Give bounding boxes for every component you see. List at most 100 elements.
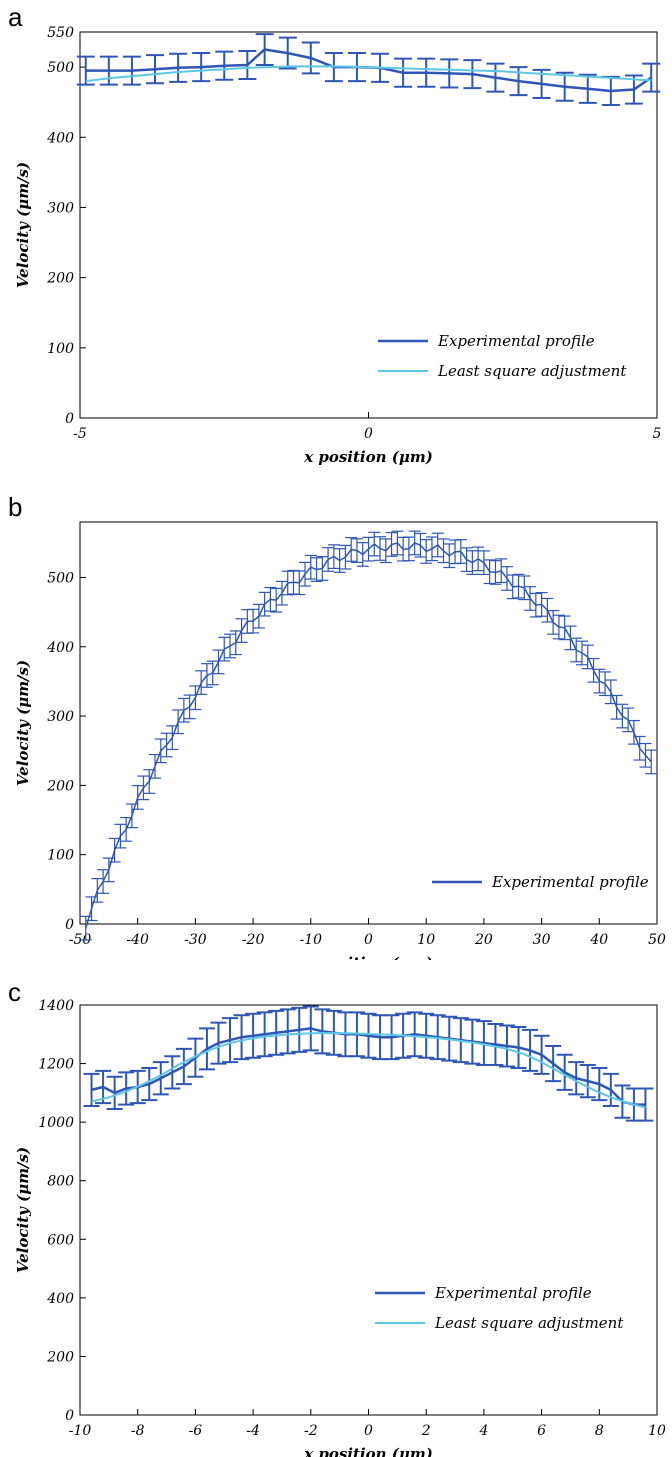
error-bar bbox=[642, 62, 661, 93]
x-tick-label: 30 bbox=[533, 932, 551, 948]
y-tick-label: 500 bbox=[47, 60, 74, 76]
panel-label-a: a bbox=[8, 2, 23, 32]
error-bar bbox=[498, 1024, 515, 1068]
x-axis-label: x position (μm) bbox=[303, 954, 433, 960]
error-bar bbox=[558, 615, 571, 641]
error-bar bbox=[633, 735, 646, 761]
y-tick-label: 0 bbox=[65, 1408, 74, 1424]
error-bar bbox=[420, 539, 433, 564]
error-bar bbox=[487, 1023, 504, 1067]
error-bar bbox=[402, 536, 415, 562]
error-bar bbox=[460, 547, 473, 573]
error-bar bbox=[166, 725, 179, 751]
x-axis-label: x position (μm) bbox=[303, 1445, 433, 1457]
y-tick-label: 100 bbox=[47, 341, 74, 357]
error-bar bbox=[454, 539, 467, 564]
error-bar bbox=[270, 587, 283, 613]
panel-a: a -5 0 5 0 100 200 300 400 500 550 x position (μm)… bbox=[0, 0, 672, 480]
error-bar bbox=[356, 542, 369, 567]
y-tick-label: 200 bbox=[46, 1349, 74, 1365]
error-bar bbox=[394, 57, 413, 88]
error-bar bbox=[645, 749, 658, 775]
error-bar bbox=[233, 1014, 250, 1061]
error-bar bbox=[383, 1014, 400, 1061]
error-bar bbox=[483, 559, 496, 585]
error-bar bbox=[114, 823, 127, 849]
error-bar bbox=[141, 1066, 158, 1102]
y-tick-label: 600 bbox=[47, 1232, 74, 1248]
error-bar bbox=[316, 556, 329, 581]
error-bar bbox=[599, 671, 612, 697]
error-bar bbox=[245, 1012, 262, 1059]
error-bar bbox=[302, 1005, 319, 1052]
y-axis-label: Velocity (μm/s) bbox=[14, 660, 32, 786]
error-bar bbox=[489, 560, 502, 585]
x-tick-label: -30 bbox=[184, 932, 207, 948]
error-bar bbox=[500, 566, 513, 591]
error-bar bbox=[238, 49, 257, 81]
error-bar bbox=[293, 570, 306, 596]
error-bar bbox=[322, 547, 335, 572]
error-bar bbox=[374, 536, 387, 561]
error-bar bbox=[247, 608, 260, 634]
x-tick-label: 5 bbox=[653, 426, 662, 442]
error-bar bbox=[149, 753, 162, 779]
x-tick-label: -40 bbox=[126, 932, 149, 948]
x-tick-label: 50 bbox=[648, 932, 666, 948]
legend-label: Least square adjustment bbox=[434, 1314, 624, 1332]
error-bar bbox=[106, 1075, 123, 1110]
y-tick-label: 300 bbox=[47, 709, 74, 725]
error-bar bbox=[192, 52, 211, 83]
error-bar bbox=[268, 1009, 285, 1056]
error-bar bbox=[187, 1037, 204, 1078]
error-bar bbox=[391, 530, 404, 556]
error-bar bbox=[477, 550, 490, 576]
error-bar bbox=[345, 537, 358, 562]
error-bar bbox=[210, 1021, 227, 1065]
error-bar bbox=[164, 1055, 181, 1090]
error-bar bbox=[108, 837, 121, 863]
error-bar bbox=[120, 816, 133, 842]
error-bar bbox=[206, 660, 219, 686]
error-bar bbox=[195, 670, 208, 695]
panel-c: c -10 -8 -6 -4 -2 0 2 4 6 8 10 0 200 400 600 800 1000 120… bbox=[0, 975, 672, 1457]
error-bar bbox=[518, 575, 531, 601]
error-bar bbox=[339, 544, 352, 570]
y-tick-label: 0 bbox=[65, 411, 74, 427]
y-tick-label: 400 bbox=[46, 640, 74, 656]
error-bar bbox=[414, 532, 427, 558]
error-bar bbox=[556, 1053, 573, 1091]
error-bar bbox=[91, 877, 104, 903]
error-bar bbox=[587, 657, 600, 683]
x-tick-label: 2 bbox=[421, 1423, 431, 1439]
error-bar bbox=[593, 668, 606, 694]
y-tick-label: 1000 bbox=[38, 1115, 74, 1131]
error-bar bbox=[118, 1071, 135, 1106]
error-bar bbox=[368, 531, 381, 557]
x-tick-label: -5 bbox=[73, 426, 87, 442]
error-bar bbox=[85, 896, 98, 922]
error-bar bbox=[183, 694, 196, 720]
error-bar bbox=[125, 803, 138, 829]
x-tick-label: -4 bbox=[246, 1423, 260, 1439]
y-tick-label: 300 bbox=[47, 200, 74, 216]
x-tick-label: -10 bbox=[69, 1423, 92, 1439]
error-bar bbox=[169, 52, 188, 83]
error-bar bbox=[512, 573, 525, 599]
x-tick-label: 6 bbox=[537, 1423, 546, 1439]
experimental-profile-line bbox=[85, 542, 652, 929]
least-square-fit-line bbox=[85, 65, 652, 83]
error-bar bbox=[486, 62, 505, 93]
y-tick-label: 400 bbox=[46, 1291, 74, 1307]
plot-frame bbox=[79, 521, 658, 925]
error-bar bbox=[417, 57, 436, 88]
error-bar bbox=[418, 1012, 435, 1059]
error-bar bbox=[198, 1027, 215, 1071]
error-bar bbox=[362, 536, 375, 562]
legend-label: Experimental profile bbox=[437, 332, 595, 350]
error-bar bbox=[235, 618, 248, 643]
legend: Experimental profile Least square adjustm… bbox=[378, 332, 627, 380]
error-bar bbox=[379, 538, 392, 564]
error-bar bbox=[258, 591, 271, 617]
error-bar bbox=[76, 55, 95, 86]
